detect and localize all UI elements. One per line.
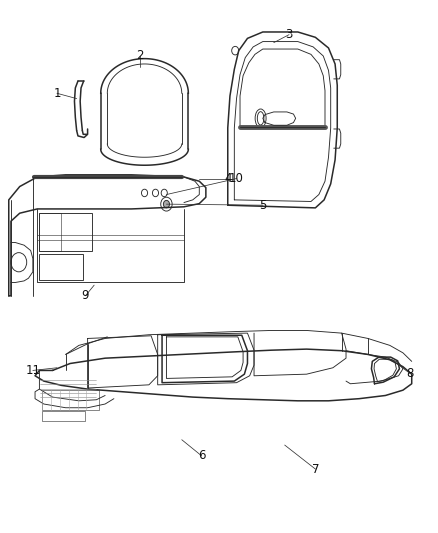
Text: 11: 11 — [25, 364, 40, 377]
Bar — [39, 254, 83, 280]
Bar — [42, 390, 99, 410]
Text: 7: 7 — [311, 463, 319, 475]
Text: 10: 10 — [229, 172, 244, 185]
Text: 9: 9 — [81, 289, 89, 302]
Bar — [39, 213, 61, 251]
Text: 5: 5 — [259, 199, 266, 212]
Text: 2: 2 — [136, 50, 144, 62]
Text: 3: 3 — [286, 28, 293, 41]
Text: 4: 4 — [224, 172, 232, 185]
Text: 8: 8 — [406, 367, 413, 379]
Circle shape — [163, 200, 170, 208]
Text: 6: 6 — [198, 449, 205, 462]
Text: 1: 1 — [53, 87, 61, 100]
Bar — [39, 213, 92, 251]
Bar — [42, 411, 85, 421]
